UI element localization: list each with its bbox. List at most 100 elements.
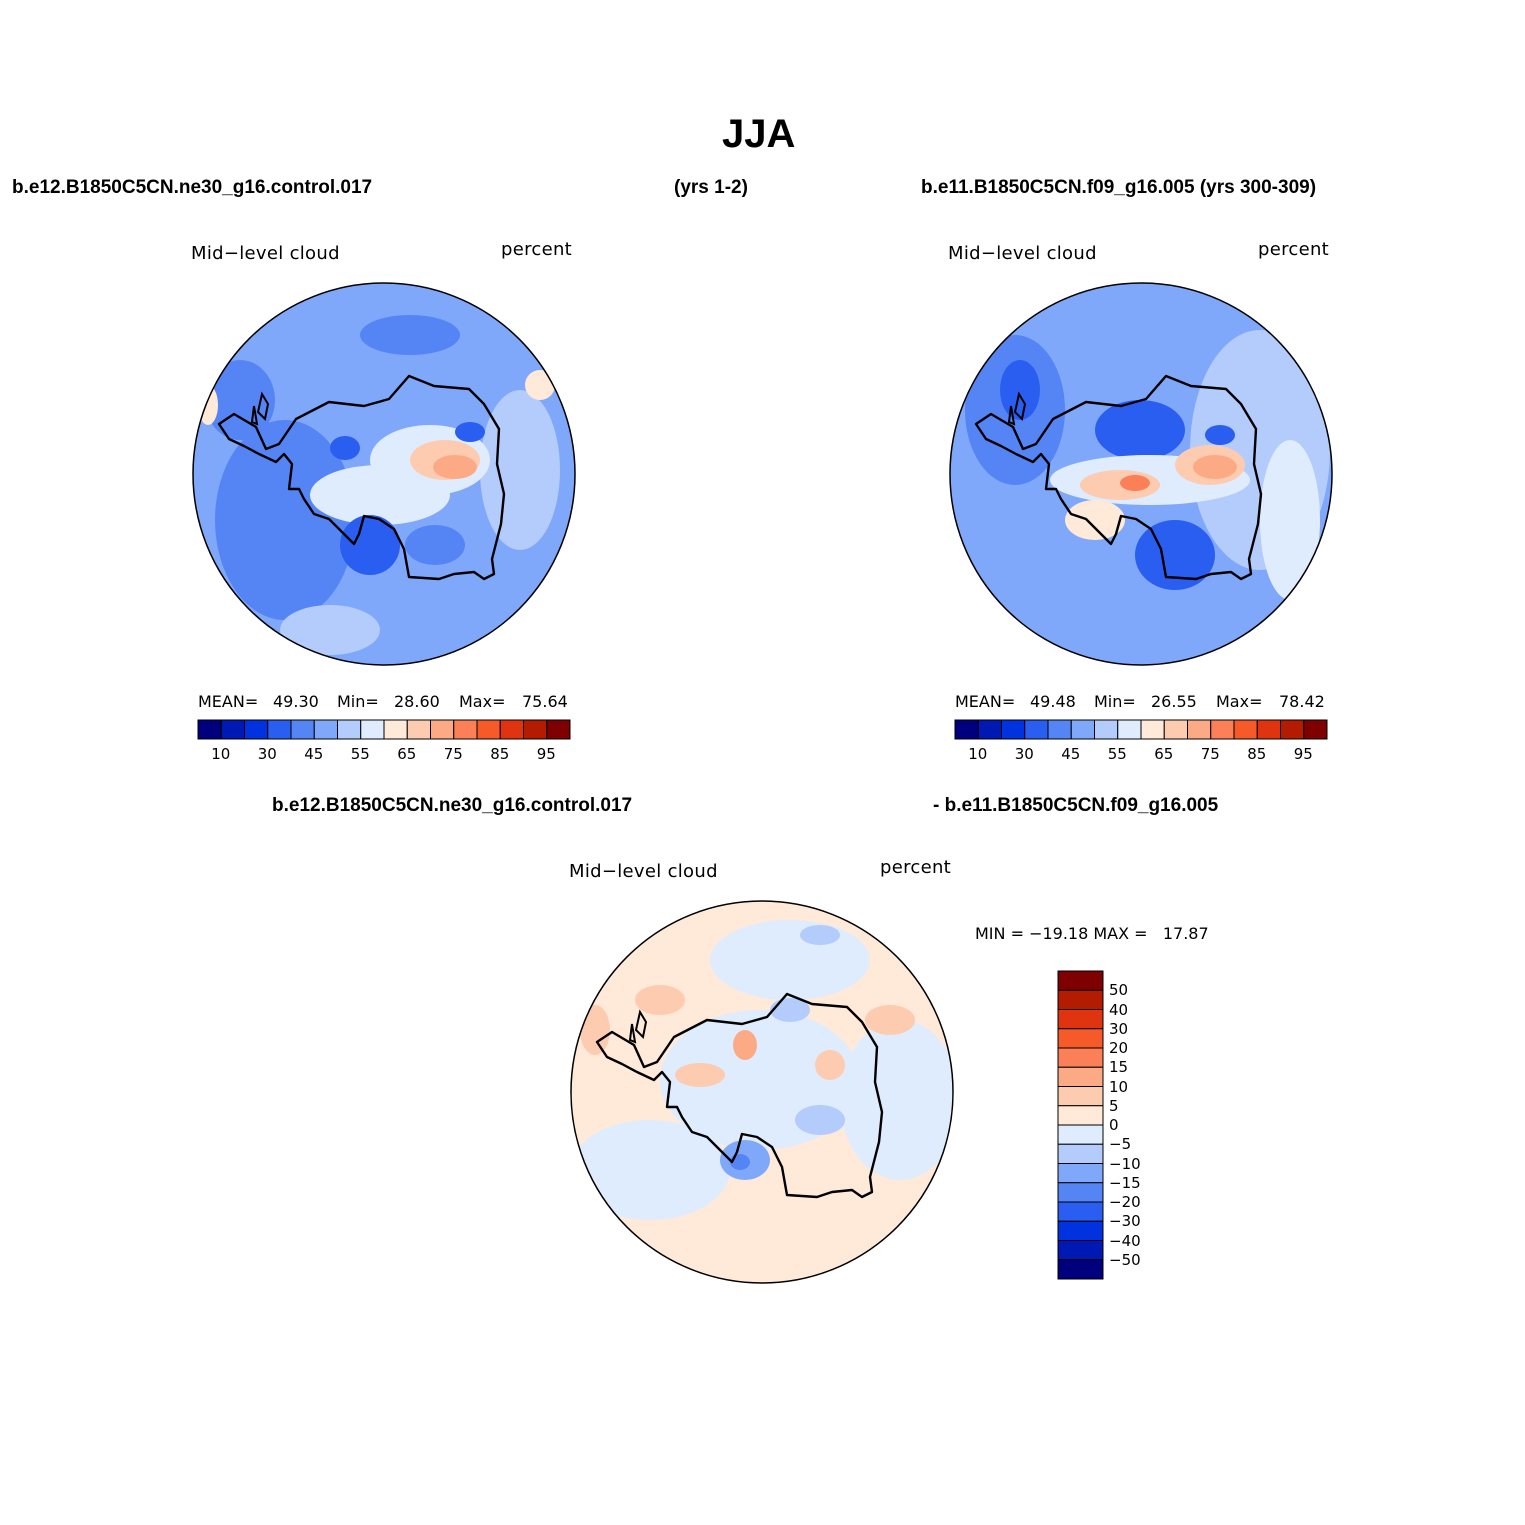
colorbar-swatch	[197, 719, 222, 740]
colorbar-swatch	[1057, 970, 1104, 991]
diff-case-left: b.e12.B1850C5CN.ne30_g16.control.017	[272, 795, 633, 816]
colorbar-tick-label: 5	[1109, 1096, 1119, 1115]
colorbar-swatch	[1057, 1182, 1104, 1203]
colorbar-tick-label: 20	[1109, 1039, 1129, 1057]
plot-title: JJA	[722, 112, 796, 156]
colorbar-tick-label: 95	[1293, 745, 1313, 763]
case1-years: (yrs 1-2)	[674, 177, 748, 198]
colorbar-swatch	[1057, 1086, 1104, 1107]
colorbar-swatch	[383, 719, 408, 740]
colorbar-swatch	[1024, 719, 1049, 740]
colorbar-tick-label: 10	[1109, 1077, 1129, 1096]
colorbar-swatch	[337, 719, 362, 740]
colorbar-swatch	[1210, 719, 1235, 740]
colorbar-swatch	[453, 719, 478, 740]
colorbar-tick-label: 85	[1247, 745, 1267, 763]
colorbar-swatch	[1057, 1124, 1104, 1145]
colorbar-swatch	[1057, 1028, 1104, 1049]
colorbar-swatch	[406, 719, 431, 740]
panel2-min-label: Min=	[1094, 692, 1136, 711]
panel2-variable: Mid−level cloud	[948, 243, 1097, 264]
colorbar-tick-label: 45	[304, 745, 324, 763]
colorbar-swatch	[499, 719, 524, 740]
colorbar-tick-label: −30	[1109, 1212, 1141, 1231]
colorbar-tick-label: 75	[1200, 745, 1220, 763]
colorbar-tick-label: 10	[211, 745, 231, 763]
colorbar-swatch	[1057, 989, 1104, 1010]
panel1-min-value: 28.60	[394, 692, 440, 711]
colorbar-swatch	[1047, 719, 1072, 740]
colorbar-swatch	[244, 719, 269, 740]
colorbar-swatch	[1057, 1105, 1104, 1126]
map-panel2	[950, 283, 1332, 665]
panel1-max-label: Max=	[459, 692, 506, 711]
panel3-minmax: MIN = −19.18 MAX = 17.87	[975, 924, 1209, 943]
colorbar-swatch	[1187, 719, 1212, 740]
colorbar-tick-label: −15	[1109, 1173, 1141, 1192]
colorbar-tick-label: 65	[1154, 745, 1174, 763]
colorbar-tick-label: −50	[1109, 1250, 1141, 1269]
colorbar-swatch	[1057, 1240, 1104, 1261]
panel2-max-value: 78.42	[1279, 692, 1325, 711]
colorbar-tick-label: 0	[1109, 1116, 1119, 1134]
colorbar-swatch	[290, 719, 315, 740]
colorbar-swatch	[1280, 719, 1305, 740]
panel2-mean-label: MEAN=	[955, 692, 1016, 711]
colorbar-tick-label: −5	[1109, 1135, 1132, 1154]
colorbar-swatch	[1163, 719, 1188, 740]
panel3-variable: Mid−level cloud	[569, 861, 718, 882]
colorbar-tick-label: 50	[1109, 981, 1129, 1000]
colorbar-swatch	[267, 719, 292, 740]
colorbar-tick-label: 55	[1107, 745, 1127, 763]
colorbar2	[954, 719, 1328, 740]
colorbar-tick-label: 55	[350, 745, 370, 763]
panel1-min-label: Min=	[337, 692, 379, 711]
colorbar-swatch	[523, 719, 548, 740]
colorbar-tick-label: −20	[1109, 1193, 1141, 1211]
colorbar-tick-label: 75	[443, 745, 463, 763]
panel3-units: percent	[880, 857, 952, 878]
colorbar-swatch	[1256, 719, 1281, 740]
colorbar-tick-label: 30	[1109, 1019, 1129, 1038]
colorbar-swatch	[1001, 719, 1026, 740]
colorbar-swatch	[546, 719, 571, 740]
colorbar-tick-label: 30	[1014, 745, 1034, 763]
colorbar-swatch	[1057, 1066, 1104, 1087]
colorbar-swatch	[1057, 1220, 1104, 1241]
map-panel3	[571, 901, 953, 1283]
colorbar-swatch	[1117, 719, 1142, 740]
colorbar-swatch	[1057, 1259, 1104, 1280]
colorbar-tick-label: 95	[536, 745, 556, 763]
panel2-max-label: Max=	[1216, 692, 1263, 711]
colorbar-swatch	[1140, 719, 1165, 740]
colorbar-tick-label: −10	[1109, 1154, 1141, 1173]
panel2-mean-value: 49.48	[1030, 692, 1076, 711]
colorbar-swatch	[1070, 719, 1095, 740]
diff-case-right: - b.e11.B1850C5CN.f09_g16.005	[933, 795, 1219, 816]
case1-name: b.e12.B1850C5CN.ne30_g16.control.017	[12, 177, 373, 198]
colorbar-swatch	[1057, 1163, 1104, 1184]
colorbar-swatch	[1057, 1143, 1104, 1164]
colorbar-swatch	[1057, 1047, 1104, 1068]
panel1-units: percent	[501, 239, 573, 260]
colorbar-tick-label: 10	[968, 745, 988, 763]
colorbar-swatch	[360, 719, 385, 740]
colorbar3	[1057, 970, 1104, 1280]
colorbar-swatch	[977, 719, 1002, 740]
colorbar-tick-label: 65	[397, 745, 417, 763]
colorbar-tick-label: 30	[257, 745, 277, 763]
colorbar-swatch	[220, 719, 245, 740]
panel1-mean-value: 49.30	[273, 692, 319, 711]
panel1-mean-label: MEAN=	[198, 692, 259, 711]
colorbar1	[197, 719, 571, 740]
colorbar-swatch	[476, 719, 501, 740]
colorbar-swatch	[1233, 719, 1258, 740]
colorbar-tick-label: 15	[1109, 1058, 1129, 1077]
colorbar-swatch	[430, 719, 455, 740]
panel2-min-value: 26.55	[1151, 692, 1197, 711]
colorbar-tick-label: 40	[1109, 1000, 1129, 1019]
colorbar-swatch	[954, 719, 979, 740]
colorbar-swatch	[1303, 719, 1328, 740]
colorbar-swatch	[1057, 1201, 1104, 1222]
